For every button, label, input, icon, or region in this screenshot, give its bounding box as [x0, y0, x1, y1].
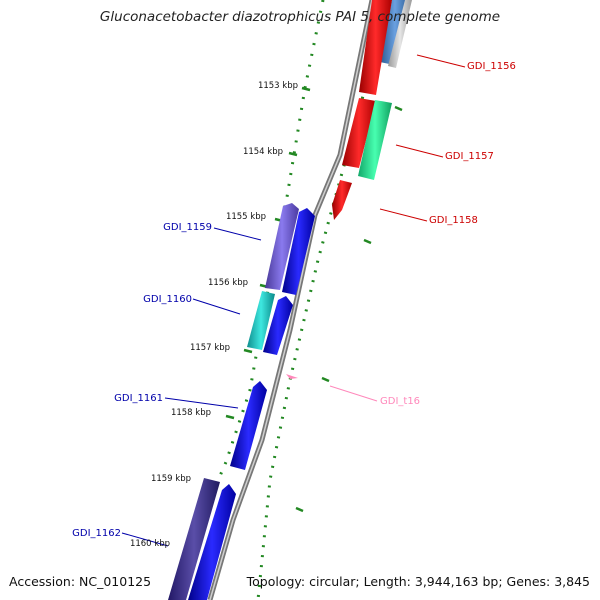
tick-label-1156: 1156 kbp	[208, 278, 248, 288]
gene-gdi-1162-blue-arrow	[188, 484, 236, 600]
gene-label-gdi-t16[interactable]: GDI_t16	[380, 396, 420, 407]
map-title: Gluconacetobacter diazotrophicus PAI 5, …	[99, 9, 501, 25]
tick-label-1153: 1153 kbp	[258, 81, 298, 91]
gene-gdi-1162-arrow	[168, 478, 220, 600]
tick-label-1159: 1159 kbp	[151, 474, 191, 484]
gene-gdi-1156-arrow	[359, 0, 392, 95]
gene-gdi-1157-mint-arrow	[358, 100, 392, 180]
accession-text: Accession: NC_010125	[9, 574, 152, 589]
gene-gdi-t16-marker	[286, 374, 298, 379]
backbone-highlight	[209, 0, 373, 600]
gene-gdi-1160-arrow	[247, 291, 275, 350]
gene-gdi-1157-red-arrow	[342, 98, 376, 168]
tick-label-1158: 1158 kbp	[171, 408, 211, 418]
tick-label-1155: 1155 kbp	[226, 212, 266, 222]
gene-label-gdi-1157[interactable]: GDI_1157	[445, 151, 494, 162]
gene-label-gdi-1161[interactable]: GDI_1161	[114, 393, 163, 404]
gene-label-gdi-1162[interactable]: GDI_1162	[72, 528, 121, 539]
gene-gdi-1159-arrow	[265, 203, 299, 290]
gene-label-gdi-1156[interactable]: GDI_1156	[467, 61, 516, 72]
gene-gdi-1161-arrow	[230, 381, 267, 470]
gene-gdi-1159-blue-arrow	[282, 208, 315, 295]
label-leaders	[121, 54, 466, 547]
gene-label-gdi-1159[interactable]: GDI_1159	[163, 222, 212, 233]
outer-tick-ring	[256, 0, 390, 600]
gene-block-gray	[388, 0, 412, 68]
tick-label-1160: 1160 kbp	[130, 539, 170, 549]
tick-label-1154: 1154 kbp	[243, 147, 283, 157]
gene-gdi-1160-blue-arrow	[263, 296, 293, 355]
tick-label-1157: 1157 kbp	[190, 343, 230, 353]
genome-summary-text: Topology: circular; Length: 3,944,163 bp…	[246, 574, 590, 589]
gene-label-gdi-1158[interactable]: GDI_1158	[429, 215, 478, 226]
outer-major-ticks	[295, 105, 403, 513]
gene-gdi-1158-arrow	[332, 180, 352, 220]
gene-label-gdi-1160[interactable]: GDI_1160	[143, 294, 192, 305]
